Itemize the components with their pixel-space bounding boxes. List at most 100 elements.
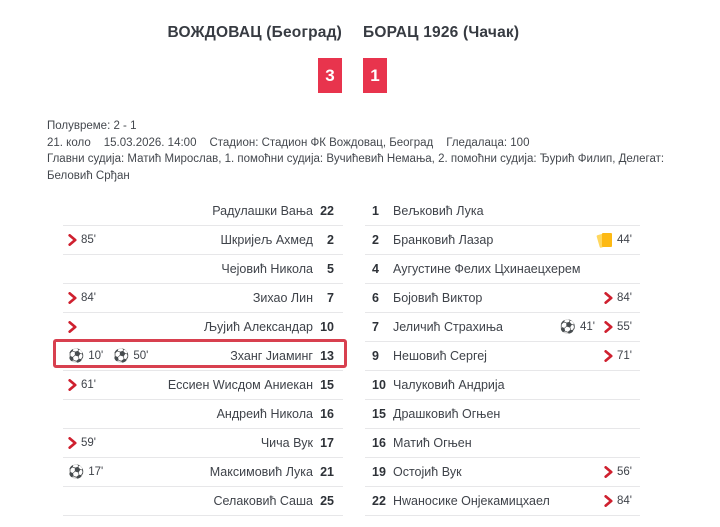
event-minute: 85' (81, 234, 96, 246)
player-name: Чејовић Никола (221, 262, 313, 276)
player-number: 10 (320, 320, 334, 334)
player-name: Јеличић Страхиња (393, 320, 503, 334)
player-name: Чича Вук (260, 436, 313, 450)
event-minute: 44' (617, 234, 632, 246)
away-team-name[interactable]: БОРАЦ 1926 (Чачак) (363, 24, 520, 41)
player-name: Нешовић Сергеј (393, 349, 487, 363)
player-number: 16 (372, 436, 386, 450)
player-events: 84' (68, 292, 96, 304)
away-player-row[interactable]: 9 Нешовић Сергеј 71' (365, 342, 640, 371)
substitution-icon (68, 234, 77, 246)
officials-line-1: Главни судија: Матић Мирослав, 1. помоћн… (47, 153, 665, 165)
player-number: 17 (320, 436, 334, 450)
away-player-row[interactable]: 1 Вељковић Лука (365, 197, 640, 226)
away-player-row[interactable]: 7 Јеличић Страхиња ⚽ 41' 55' (365, 313, 640, 342)
substitution-icon (604, 466, 613, 478)
home-player-row[interactable]: Љујић Александар 10 (63, 313, 343, 342)
substitution-icon (68, 437, 77, 449)
goal-icon: ⚽ (68, 348, 85, 363)
away-lineup-column: 1 Вељковић Лука 2 Бранковић Лазар 44' 4 … (365, 197, 640, 516)
home-score-badge: 3 (318, 58, 342, 93)
round-label: 21. коло (47, 136, 91, 149)
player-number: 15 (372, 407, 386, 421)
home-team-name[interactable]: ВОЖДОВАЦ (Београд) (167, 24, 342, 41)
away-player-row[interactable]: 10 Чалуковић Андрија (365, 371, 640, 400)
match-meta-line: 21. коло 15.03.2026. 14:00 Стадион: Стад… (47, 135, 720, 152)
player-events: 56' (604, 466, 632, 478)
away-player-row[interactable]: 22 Нwаносике Онјекамицхаел 84' (365, 487, 640, 516)
player-number: 15 (320, 378, 334, 392)
player-events: ⚽ 10' ⚽ 50' (68, 349, 148, 363)
player-number: 10 (372, 378, 386, 392)
home-lineup-column: Радулашки Вања 22 85' Шкријељ Ахмед 2 Че… (53, 197, 347, 516)
player-name: Аугустине Фелих Цхинаецхерем (393, 262, 581, 276)
home-player-row[interactable]: Андреић Никола 16 (63, 400, 343, 429)
substitution-icon (604, 350, 613, 362)
goal-icon: ⚽ (68, 464, 85, 479)
datetime-label: 15.03.2026. 14:00 (103, 136, 197, 149)
home-player-row[interactable]: 61' Ессиен Wисдом Аниекан 15 (63, 371, 343, 400)
player-number: 7 (372, 320, 379, 334)
player-number: 4 (372, 262, 379, 276)
away-player-row[interactable]: 19 Остојић Вук 56' (365, 458, 640, 487)
player-number: 2 (327, 233, 334, 247)
home-player-row[interactable]: Радулашки Вања 22 (63, 197, 343, 226)
away-player-row[interactable]: 6 Бојовић Виктор 84' (365, 284, 640, 313)
home-player-row[interactable]: Селаковић Саша 25 (63, 487, 343, 516)
away-score-badge: 1 (363, 58, 387, 93)
lineups: Радулашки Вања 22 85' Шкријељ Ахмед 2 Че… (53, 197, 720, 516)
player-name: Шкријељ Ахмед (220, 233, 313, 247)
away-player-row[interactable]: 16 Матић Огњен (365, 429, 640, 458)
event-minute: 59' (81, 437, 96, 449)
player-events: 61' (68, 379, 96, 391)
substitution-icon (604, 495, 613, 507)
home-player-row[interactable]: Чејовић Никола 5 (63, 255, 343, 284)
away-team-column: БОРАЦ 1926 (Чачак) 1 (360, 24, 720, 93)
substitution-icon (604, 321, 613, 333)
home-player-row[interactable]: 85' Шкријељ Ахмед 2 (63, 226, 343, 255)
event-minute: 56' (617, 466, 632, 478)
player-name: Чалуковић Андрија (393, 378, 505, 392)
player-name: Бранковић Лазар (393, 233, 494, 247)
player-number: 5 (327, 262, 334, 276)
player-name: Радулашки Вања (212, 204, 313, 218)
player-name: Бојовић Виктор (393, 291, 483, 305)
match-info: Полувреме: 2 - 1 21. коло 15.03.2026. 14… (47, 118, 720, 184)
goal-icon: ⚽ (559, 319, 576, 334)
halftime-score: Полувреме: 2 - 1 (47, 120, 137, 132)
player-number: 1 (372, 204, 379, 218)
player-number: 19 (372, 465, 386, 479)
home-player-row-highlighted[interactable]: ⚽ 10' ⚽ 50' Зханг Јиаминг 13 (53, 339, 347, 371)
player-name: Љујић Александар (203, 320, 313, 334)
home-player-row[interactable]: 59' Чича Вук 17 (63, 429, 343, 458)
player-number: 16 (320, 407, 334, 421)
player-events: ⚽ 41' 55' (560, 320, 632, 334)
player-name: Максимовић Лука (209, 465, 313, 479)
substitution-icon (68, 379, 77, 391)
player-events: 59' (68, 437, 96, 449)
player-number: 2 (372, 233, 379, 247)
player-events: 85' (68, 234, 96, 246)
event-minute: 84' (617, 495, 632, 507)
player-name: Ессиен Wисдом Аниекан (167, 378, 313, 392)
player-name: Нwаносике Онјекамицхаел (393, 494, 550, 508)
player-name: Зихао Лин (252, 291, 313, 305)
player-name: Матић Огњен (393, 436, 472, 450)
home-player-row[interactable]: ⚽ 17' Максимовић Лука 21 (63, 458, 343, 487)
away-player-row[interactable]: 15 Драшковић Огњен (365, 400, 640, 429)
yellow-card-icon (596, 232, 613, 249)
player-name: Зханг Јиаминг (230, 349, 313, 363)
away-player-row[interactable]: 2 Бранковић Лазар 44' (365, 226, 640, 255)
player-events: 71' (604, 350, 632, 362)
home-player-row[interactable]: 84' Зихао Лин 7 (63, 284, 343, 313)
attendance-label: Гледалаца: 100 (446, 136, 530, 149)
officials-line-2: Беловић Срђан (47, 169, 130, 182)
event-minute: 71' (617, 350, 632, 362)
event-minute: 84' (81, 292, 96, 304)
event-minute: 10' (88, 350, 104, 362)
event-minute: 50' (133, 350, 149, 362)
player-events: 44' (596, 232, 632, 249)
substitution-icon (68, 292, 77, 304)
substitution-icon (604, 292, 613, 304)
away-player-row[interactable]: 4 Аугустине Фелих Цхинаецхерем (365, 255, 640, 284)
